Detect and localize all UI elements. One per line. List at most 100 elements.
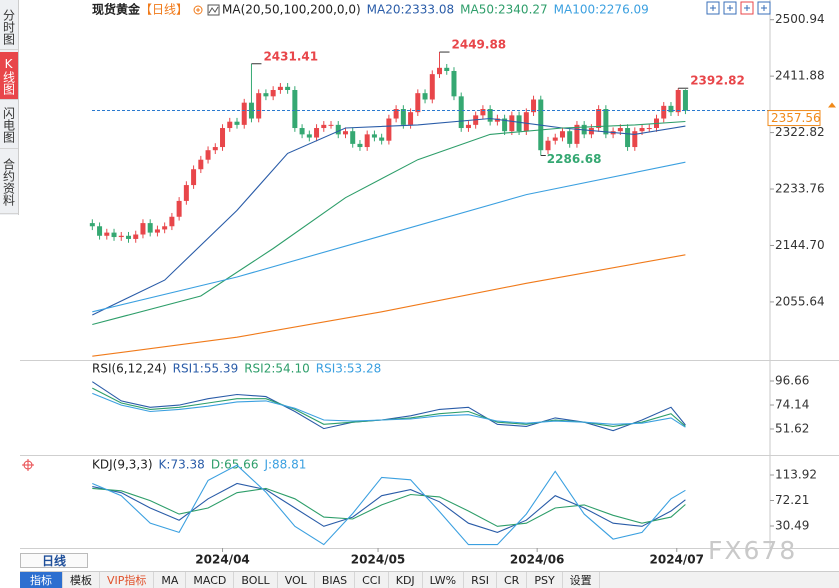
toolbar-button[interactable]: KDJ [389,572,423,588]
series-line [92,387,686,427]
candle-body [444,67,450,71]
series-line [92,464,686,546]
toolbar-button[interactable]: BIAS [315,572,356,588]
y-tick-label: 72.21 [775,493,809,507]
candle-body [632,131,638,148]
toolbar-button[interactable]: CCI [355,572,389,588]
legend-entry: RSI1:55.39 [173,362,239,376]
candle-body [516,115,522,132]
candle-body [429,74,435,100]
candle-body [111,232,117,238]
candle-body [248,102,254,119]
candle-body [140,223,146,235]
add-icon-glyph [196,8,201,12]
candle-body [682,90,688,111]
candle-body [668,105,674,113]
candle-body [675,90,681,113]
add-icon[interactable] [193,5,203,15]
y-tick-label: 96.66 [775,374,809,388]
series-line [92,487,686,527]
candle-body [596,109,602,129]
tab[interactable]: 闪电图 [0,101,18,149]
low-label: 2286.68 [547,152,602,166]
candle-body [357,143,363,148]
tab[interactable]: 合约资料 [0,150,18,214]
candle-body [603,109,609,135]
legend-entry: D:65.66 [211,458,259,472]
high-label: 2449.88 [452,38,507,52]
series-line [91,381,686,432]
toolbar-button[interactable]: BOLL [234,572,278,588]
y-tick-label: 2500.94 [775,12,825,26]
settings-icon-glyph [22,459,34,471]
last-price-label: 2357.56 [771,111,821,125]
toolbar-button[interactable]: RSI [464,572,497,588]
candle-body [545,140,551,151]
candle-body [342,131,348,135]
series-line [92,117,686,316]
y-tick-label: 30.49 [775,518,809,532]
candle-body [125,235,131,239]
period-button[interactable]: 日线 [20,553,88,568]
y-tick-label: 2055.64 [775,294,825,308]
indicator-label: MA(20,50,100,200,0,0) [222,3,361,17]
candle-body [241,102,247,125]
candle-body [480,109,486,116]
y-tick-label: 51.62 [775,421,809,435]
toolbar-icon-glyph [727,5,733,11]
candle-body [162,226,168,230]
candle-body [104,232,110,236]
candle-body [567,131,573,144]
x-tick-label: 2024/05 [351,553,405,567]
candle-body [371,134,377,138]
candle-body [154,229,160,233]
candle-body [379,137,385,141]
tab[interactable]: 分时图 [0,4,18,50]
toolbar-button[interactable]: VIP指标 [100,572,155,588]
candle-body [256,93,262,119]
legend-entry: MA100:2276.09 [554,3,649,17]
candle-body [531,99,537,113]
candle-body [270,90,276,97]
candle-body [639,128,645,132]
candle-body [494,118,500,122]
candle-body [588,128,594,135]
high-label: 2392.82 [690,74,745,88]
toolbar-button[interactable]: PSY [527,572,563,588]
legend-entry: J:88.81 [263,458,306,472]
toolbar-button[interactable]: 设置 [563,572,600,588]
candle-body [451,70,457,97]
candle-body [661,105,667,119]
toolbar-button[interactable]: 指标 [20,572,63,588]
y-tick-label: 2322.82 [775,125,825,139]
toolbar-button[interactable]: VOL [278,572,315,588]
indicator-icon-glyph [208,6,219,14]
toolbar-icon-glyph [744,5,750,11]
candle-body [89,223,95,227]
high-label: 2431.41 [263,49,318,63]
candle-body [97,226,103,236]
chart-period: 【日线】 [140,3,188,17]
candle-body [350,131,356,144]
candle-body [487,109,493,122]
toolbar-button[interactable]: MACD [186,572,235,588]
y-tick-label: 74.14 [775,397,809,411]
toolbar-button[interactable]: MA [154,572,187,588]
candle-body [408,112,414,125]
candle-body [227,121,233,129]
candle-body [321,124,327,129]
candle-body [285,86,291,90]
last-price-arrow [828,102,836,108]
toolbar-button[interactable]: CR [497,572,528,588]
candle-body [263,93,269,97]
candle-body [147,223,153,233]
tab[interactable]: K线图 [0,52,18,100]
candle-body [277,86,283,90]
candle-body [292,90,298,129]
chart-title: 现货黄金 [92,2,141,17]
candle-body [646,128,652,130]
toolbar-button[interactable]: LW% [423,572,465,588]
legend-entry: MA20:2333.08 [367,3,455,17]
toolbar-button[interactable]: 模板 [63,572,100,588]
candle-body [220,128,226,148]
